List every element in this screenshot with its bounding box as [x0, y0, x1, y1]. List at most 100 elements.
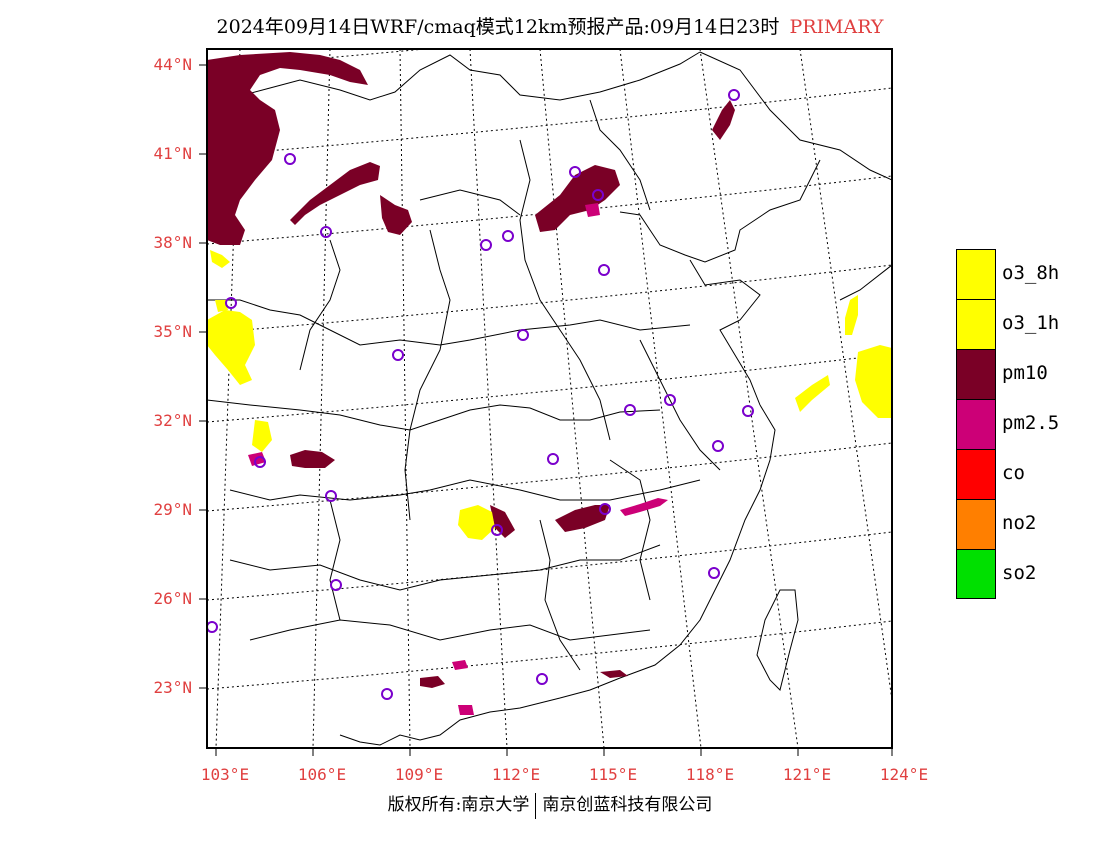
- province-lines-6: [404, 229, 451, 521]
- graticule: [207, 49, 892, 748]
- legend-label: pm10: [1002, 362, 1048, 384]
- legend-label: co: [1002, 462, 1025, 484]
- station-marker: [708, 567, 720, 579]
- o3-patch-east-sea: [855, 345, 892, 418]
- graticule-line: [207, 353, 892, 423]
- primary-tag: PRIMARY: [789, 16, 884, 38]
- pm10-band-inner-mongolia: [290, 162, 380, 225]
- graticule-line: [207, 531, 892, 601]
- pm10-patch-hebei: [535, 165, 620, 232]
- station-marker: [207, 621, 218, 633]
- lon-label: 115°E: [588, 765, 638, 784]
- copyright-footer: 版权所有:南京大学 南京创蓝科技有限公司: [0, 790, 1100, 819]
- lat-label: 35°N: [153, 322, 192, 341]
- graticule-line: [469, 49, 508, 748]
- graticule-line: [699, 49, 799, 748]
- o3-patch-west-2: [210, 250, 230, 268]
- station-marker: [624, 404, 636, 416]
- pm10-patches: [207, 52, 735, 688]
- lon-label: 109°E: [394, 765, 444, 784]
- legend-label: o3_1h: [1002, 312, 1060, 334]
- lat-label: 38°N: [153, 233, 192, 252]
- graticule-line: [399, 49, 411, 748]
- graticule-line: [619, 49, 702, 748]
- lat-label: 23°N: [153, 678, 192, 697]
- station-marker: [225, 297, 237, 309]
- pm10-patch-guangdong: [600, 670, 628, 678]
- lat-label: 26°N: [153, 589, 192, 608]
- station-marker: [392, 349, 404, 361]
- country-border-north: [207, 51, 701, 109]
- station-marker: [325, 490, 337, 502]
- footer-separator: [535, 792, 537, 819]
- station-marker: [728, 89, 740, 101]
- legend-swatch: [956, 299, 996, 349]
- pm10-patch-hunan-west: [490, 505, 515, 538]
- coastline-south: [339, 697, 561, 746]
- station-marker: [569, 166, 581, 178]
- taiwan-island: [756, 589, 799, 691]
- province-lines-2: [207, 299, 691, 346]
- province-lines-4: [229, 544, 661, 591]
- lon-label: 121°E: [782, 765, 832, 784]
- o3-patch-sichuan: [252, 420, 272, 452]
- province-lines-10: [539, 519, 581, 671]
- o3-patch-east-sea-small: [795, 375, 830, 412]
- province-lines-14: [419, 189, 521, 216]
- province-lines-9: [639, 339, 721, 471]
- station-marker: [742, 405, 754, 417]
- station-marker: [712, 440, 724, 452]
- station-marker: [598, 264, 610, 276]
- province-lines-7: [519, 139, 611, 441]
- station-marker: [381, 688, 393, 700]
- station-marker: [592, 189, 604, 201]
- copyright-right: 南京创蓝科技有限公司: [542, 795, 713, 815]
- legend-swatch: [956, 549, 996, 599]
- legend-swatch: [956, 249, 996, 299]
- station-marker: [330, 579, 342, 591]
- legend-swatch: [956, 499, 996, 549]
- province-lines-12: [329, 499, 341, 621]
- axis-ticks: [199, 64, 893, 756]
- map-title: 2024年09月14日WRF/cmaq模式12km预报产品:09月14日23时 P…: [0, 12, 1100, 39]
- legend-label: no2: [1002, 512, 1037, 534]
- pm10-northwest-mass: [207, 52, 368, 245]
- pm10-patch-ningxia: [380, 195, 412, 235]
- station-marker: [480, 239, 492, 251]
- station-marker: [599, 503, 611, 515]
- station-marker: [664, 394, 676, 406]
- station-marker: [491, 524, 503, 536]
- graticule-line: [312, 49, 331, 748]
- lon-label: 103°E: [200, 765, 250, 784]
- lat-label: 41°N: [153, 144, 192, 163]
- lon-label: 124°E: [879, 765, 929, 784]
- lon-label: 106°E: [297, 765, 347, 784]
- lat-label: 32°N: [153, 411, 192, 430]
- monitoring-stations: [207, 89, 754, 700]
- station-marker: [517, 329, 529, 341]
- province-lines-5: [249, 619, 651, 641]
- coastline-east: [559, 404, 776, 699]
- legend-label: o3_8h: [1002, 262, 1060, 284]
- pm10-patch-guangxi: [420, 676, 445, 688]
- province-lines-3: [229, 479, 701, 501]
- graticule-line: [207, 175, 892, 245]
- graticule-line: [207, 87, 892, 157]
- lon-label: 118°E: [685, 765, 735, 784]
- pm10-patch-sichuan: [290, 450, 335, 468]
- country-border-northeast: [699, 51, 892, 181]
- legend-label: pm2.5: [1002, 412, 1060, 434]
- legend-label: so2: [1002, 562, 1037, 584]
- station-marker: [254, 456, 266, 468]
- graticule-line: [207, 264, 892, 334]
- lat-label: 29°N: [153, 500, 192, 519]
- lat-label: 44°N: [153, 55, 192, 74]
- legend-swatch: [956, 349, 996, 399]
- province-lines-8: [299, 239, 341, 371]
- coastline-bohai: [619, 159, 821, 263]
- province-lines-13: [589, 99, 651, 211]
- pm10-patch-hunan-jiangxi: [555, 505, 610, 532]
- pm25-patch-beijing: [585, 203, 600, 217]
- pm10-patch-liaoning: [712, 100, 735, 140]
